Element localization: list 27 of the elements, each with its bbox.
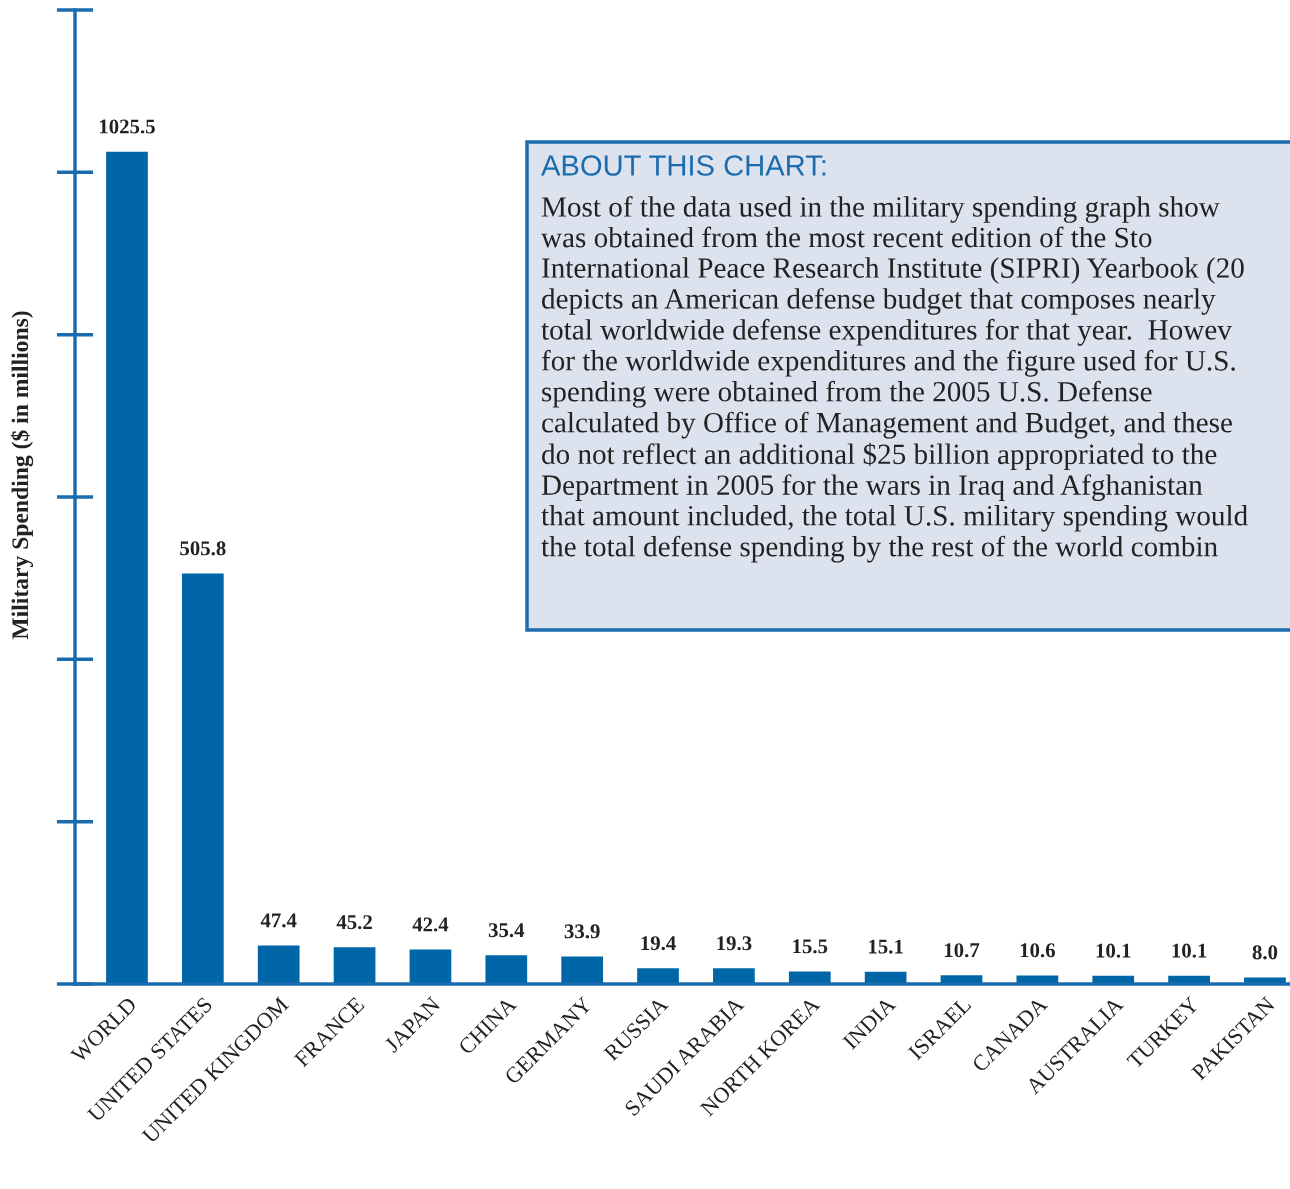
data-label: 15.5 [793, 939, 828, 954]
bar [713, 968, 755, 984]
y-axis-title: Military Spending ($ in millions) [10, 311, 34, 640]
data-label: 10.1 [1096, 943, 1131, 958]
text: Most of the data used in the military spending graph show was obtained from the most recent edition of the Sto International Peace Research Institute (SIPRI) Yearbook (20 depicts an American defense budget that composes nearly total worldwide defense expenditures for that year. Howev for the worldwide expenditures and the figure used for U.S. spending were obtained from the 2005 U.S. Defense calculated by Office of Management and Budget, and these do not reflect an additional $25 billion appropriated to the Department in 2005 for the wars in Iraq and Afghanistan that amount included, the total U.S. military spending would the total defense spending by the rest of the world combin [541, 196, 1248, 563]
data-label: 47.4 [260, 913, 297, 928]
data-label: 19.4 [641, 936, 676, 951]
data-label: 33.9 [564, 924, 600, 939]
annotation: ABOUT THIS CHART: [541, 155, 826, 176]
data-label: 45.2 [336, 915, 372, 930]
data-label: 19.3 [717, 936, 752, 951]
data-label: 42.4 [412, 917, 449, 932]
data-label: 8.0 [1252, 945, 1278, 960]
bar [106, 151, 148, 984]
data-label: 10.7 [944, 943, 980, 958]
data-label: 505.8 [180, 541, 226, 556]
bar [409, 949, 452, 984]
data-label: 10.6 [1020, 943, 1055, 958]
data-label: 15.1 [869, 939, 903, 954]
data-label: 10.1 [1172, 943, 1207, 958]
data-label: 1025.5 [99, 119, 155, 134]
bar [561, 956, 604, 984]
data-label: 35.4 [488, 923, 525, 938]
bar [485, 955, 528, 984]
bar [333, 947, 376, 984]
bar [257, 945, 300, 984]
bar [181, 573, 224, 984]
